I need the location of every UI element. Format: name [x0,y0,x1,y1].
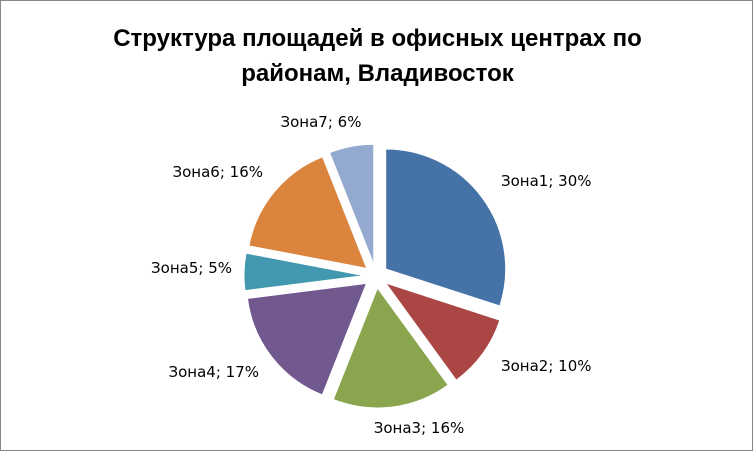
pie-slice-3 [332,286,449,409]
pie-slice-4 [246,282,368,396]
slice-label-1: Зона1; 30% [501,172,592,190]
slice-label-4: Зона4; 17% [169,363,260,381]
pie-slice-2 [384,282,501,381]
pie-slice-5 [243,252,365,292]
slice-label-5: Зона5; 5% [151,259,232,277]
pie-slice-7 [328,143,375,265]
chart-title-line-2: районам, Владивосток [241,60,514,87]
slice-label-2: Зона2; 10% [501,357,592,375]
slice-label-7: Зона7; 6% [281,113,362,131]
pie-slice-6 [248,156,368,270]
pie-slice-1 [385,148,507,307]
slice-label-6: Зона6; 16% [173,163,264,181]
slice-label-3: Зона3; 16% [374,419,465,437]
chart-title: Структура площадей в офисных центрах по … [21,21,734,91]
chart-title-line-1: Структура площадей в офисных центрах по [113,25,642,52]
